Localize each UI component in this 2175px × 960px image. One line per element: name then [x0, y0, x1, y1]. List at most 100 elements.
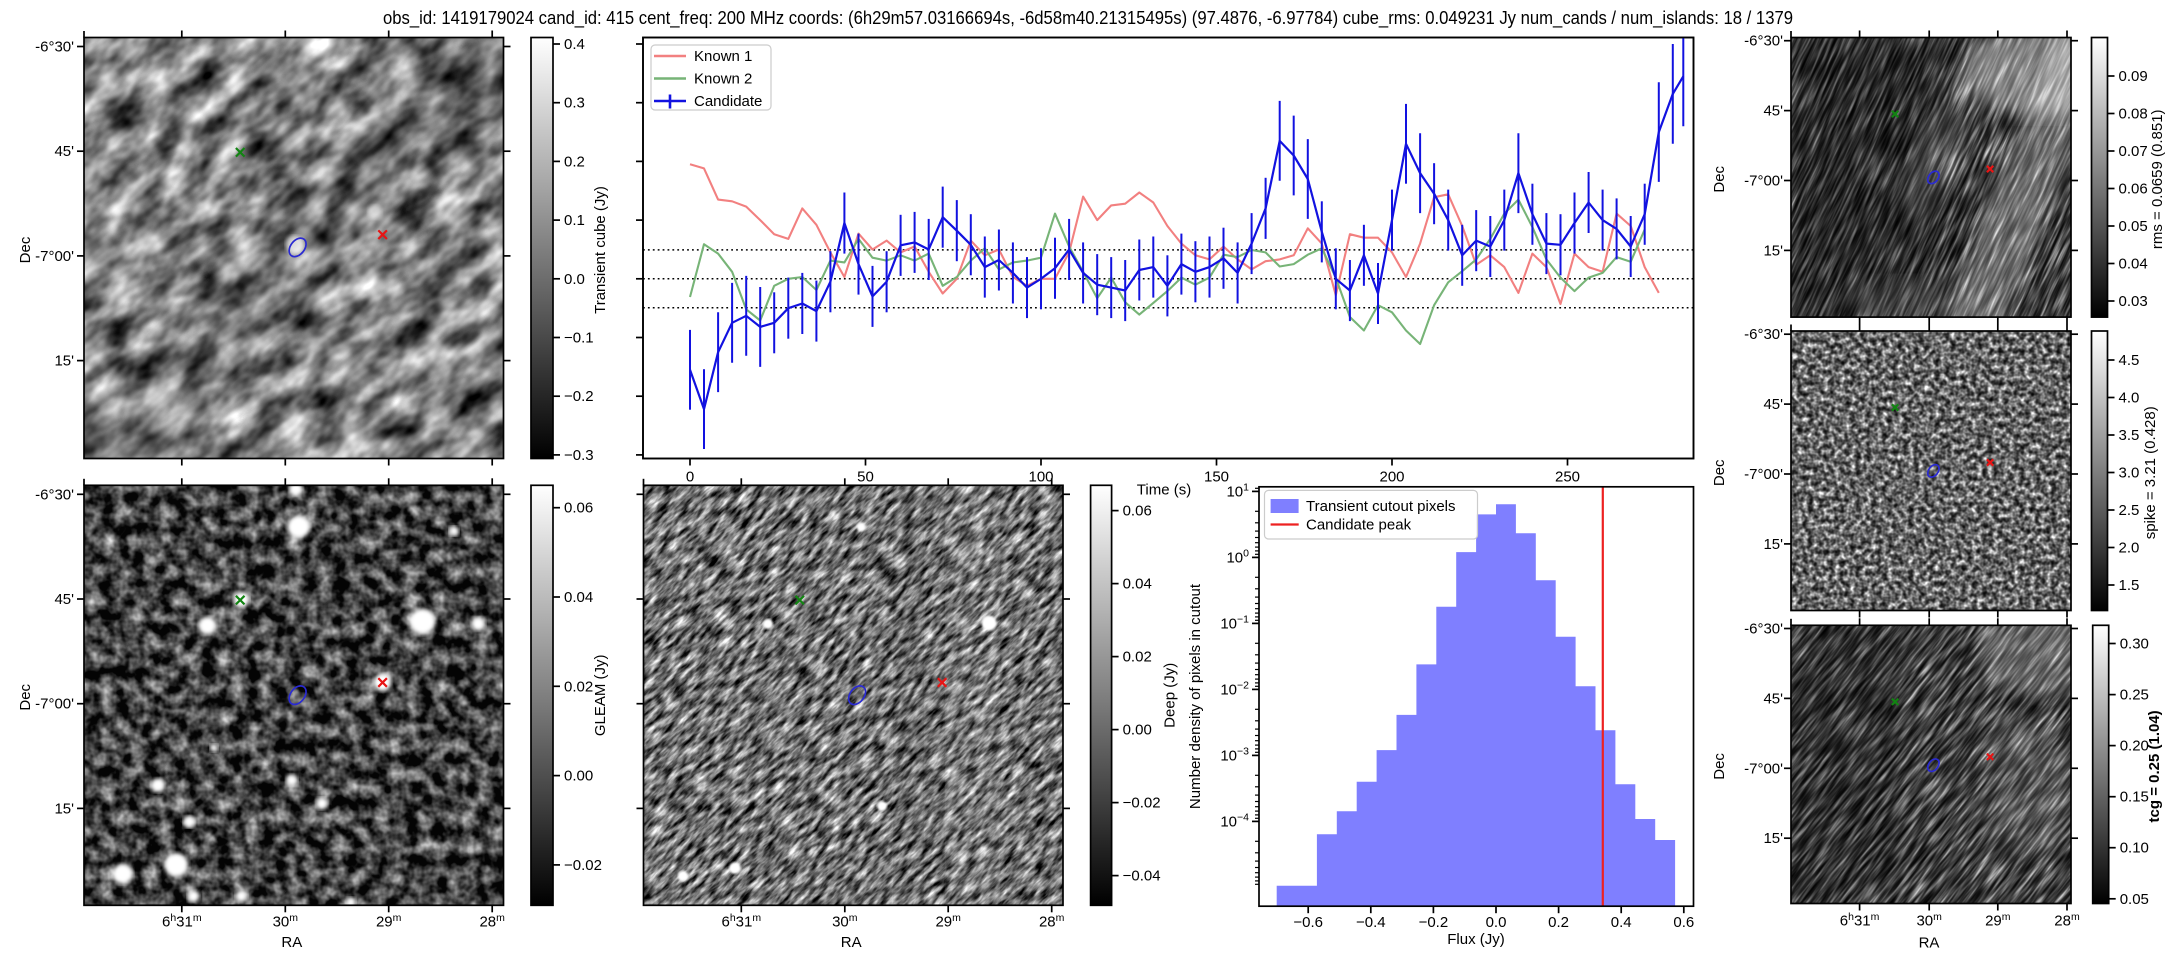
svg-text:30m: 30m	[273, 912, 299, 931]
svg-text:RA: RA	[1919, 935, 1940, 952]
svg-text:28m: 28m	[1039, 912, 1065, 931]
svg-text:2.0: 2.0	[2119, 540, 2140, 557]
svg-text:Dec: Dec	[1711, 753, 1728, 780]
svg-text:Candidate: Candidate	[694, 93, 762, 110]
svg-text:0.15: 0.15	[2120, 789, 2149, 806]
svg-text:0.30: 0.30	[2120, 636, 2149, 653]
svg-text:RA: RA	[841, 934, 862, 951]
svg-text:0.0: 0.0	[1486, 914, 1507, 931]
svg-text:Dec: Dec	[1711, 459, 1728, 486]
svg-text:0.4: 0.4	[1611, 914, 1632, 931]
svg-text:−0.1: −0.1	[564, 330, 594, 347]
svg-text:50: 50	[857, 469, 874, 486]
svg-text:-7°00': -7°00'	[1744, 466, 1783, 483]
svg-text:29m: 29m	[376, 912, 402, 931]
svg-text:15': 15'	[54, 800, 74, 817]
svg-text:-7°00': -7°00'	[35, 696, 74, 713]
svg-text:0.03: 0.03	[2119, 293, 2148, 310]
svg-text:0.00: 0.00	[564, 768, 593, 785]
svg-text:Dec: Dec	[17, 236, 34, 263]
svg-text:-6°30': -6°30'	[1744, 326, 1783, 343]
svg-text:45': 45'	[1763, 103, 1783, 120]
svg-text:0.05: 0.05	[2120, 891, 2149, 908]
svg-text:0.08: 0.08	[2119, 106, 2148, 123]
svg-text:101: 101	[1226, 481, 1249, 500]
svg-text:0.3: 0.3	[564, 95, 585, 112]
svg-text:45': 45'	[54, 143, 74, 160]
svg-text:30m: 30m	[832, 912, 858, 931]
svg-text:0.2: 0.2	[564, 153, 585, 170]
svg-text:−0.6: −0.6	[1293, 914, 1323, 931]
svg-text:-6°30': -6°30'	[1744, 621, 1783, 638]
svg-text:Flux (Jy): Flux (Jy)	[1447, 931, 1505, 948]
svg-text:45': 45'	[1763, 396, 1783, 413]
svg-text:−0.2: −0.2	[1419, 914, 1449, 931]
svg-text:29m: 29m	[1985, 911, 2011, 930]
svg-text:28m: 28m	[479, 912, 505, 931]
svg-text:4.0: 4.0	[2119, 390, 2140, 407]
svg-text:Deep (Jy): Deep (Jy)	[1162, 663, 1179, 728]
svg-text:0.06: 0.06	[1123, 503, 1152, 520]
svg-text:100: 100	[1226, 547, 1249, 566]
svg-text:15': 15'	[54, 353, 74, 370]
svg-text:10−3: 10−3	[1220, 745, 1249, 764]
svg-text:4.5: 4.5	[2119, 352, 2140, 369]
svg-text:200: 200	[1379, 469, 1404, 486]
svg-text:0.02: 0.02	[564, 678, 593, 695]
svg-text:Known 2: Known 2	[694, 71, 752, 88]
svg-text:0.04: 0.04	[1123, 576, 1152, 593]
svg-text:Number density of pixels in cu: Number density of pixels in cutout	[1187, 583, 1204, 809]
svg-text:Time (s): Time (s)	[1137, 482, 1191, 499]
svg-text:0.04: 0.04	[564, 589, 593, 606]
svg-text:0.07: 0.07	[2119, 143, 2148, 160]
svg-text:6h31m: 6h31m	[162, 912, 202, 931]
svg-text:15': 15'	[1763, 536, 1783, 553]
svg-text:0.06: 0.06	[2119, 181, 2148, 198]
svg-text:6h31m: 6h31m	[721, 912, 761, 931]
svg-text:100: 100	[1028, 469, 1053, 486]
svg-text:29m: 29m	[935, 912, 961, 931]
svg-text:3.5: 3.5	[2119, 427, 2140, 444]
svg-text:1.5: 1.5	[2119, 577, 2140, 594]
svg-text:10−2: 10−2	[1220, 679, 1249, 698]
svg-text:0.10: 0.10	[2120, 840, 2149, 857]
svg-text:45': 45'	[1763, 690, 1783, 707]
svg-text:-7°00': -7°00'	[1744, 760, 1783, 777]
svg-text:Dec: Dec	[1711, 165, 1728, 192]
svg-text:150: 150	[1204, 469, 1229, 486]
svg-text:RA: RA	[281, 934, 302, 951]
svg-text:Transient cube (Jy): Transient cube (Jy)	[592, 186, 609, 314]
svg-text:Known 1: Known 1	[694, 48, 752, 65]
svg-text:45': 45'	[54, 591, 74, 608]
svg-text:−0.04: −0.04	[1123, 868, 1161, 885]
svg-text:0.09: 0.09	[2119, 68, 2148, 85]
svg-text:0.25: 0.25	[2120, 687, 2149, 704]
svg-text:10−1: 10−1	[1220, 613, 1249, 632]
svg-text:0.06: 0.06	[564, 500, 593, 517]
svg-text:GLEAM (Jy): GLEAM (Jy)	[592, 654, 609, 736]
svg-text:10−4: 10−4	[1220, 811, 1249, 830]
svg-text:Dec: Dec	[17, 683, 34, 710]
svg-text:−0.4: −0.4	[1356, 914, 1386, 931]
svg-text:−0.2: −0.2	[564, 388, 594, 405]
svg-text:0.05: 0.05	[2119, 218, 2148, 235]
svg-text:−0.3: −0.3	[564, 447, 594, 464]
svg-text:15': 15'	[1763, 242, 1783, 259]
svg-text:0: 0	[686, 469, 694, 486]
svg-text:obs_id: 1419179024 cand_id: 41: obs_id: 1419179024 cand_id: 415 cent_fre…	[383, 8, 1793, 29]
svg-text:0.20: 0.20	[2120, 738, 2149, 755]
svg-text:3.0: 3.0	[2119, 465, 2140, 482]
svg-text:Candidate peak: Candidate peak	[1306, 517, 1412, 534]
svg-text:Transient cutout pixels: Transient cutout pixels	[1306, 498, 1456, 515]
svg-text:0.04: 0.04	[2119, 256, 2148, 273]
svg-text:0.1: 0.1	[564, 212, 585, 229]
svg-text:tcg = 0.25 (1.04): tcg = 0.25 (1.04)	[2146, 710, 2163, 822]
svg-text:-7°00': -7°00'	[35, 248, 74, 265]
svg-text:0.4: 0.4	[564, 36, 585, 53]
svg-text:15': 15'	[1763, 830, 1783, 847]
svg-text:rms = 0.0659 (0.851): rms = 0.0659 (0.851)	[2149, 109, 2166, 249]
svg-text:-6°30': -6°30'	[35, 486, 74, 503]
svg-text:-6°30': -6°30'	[35, 39, 74, 56]
svg-text:−0.02: −0.02	[564, 857, 602, 874]
svg-text:28m: 28m	[2054, 911, 2080, 930]
